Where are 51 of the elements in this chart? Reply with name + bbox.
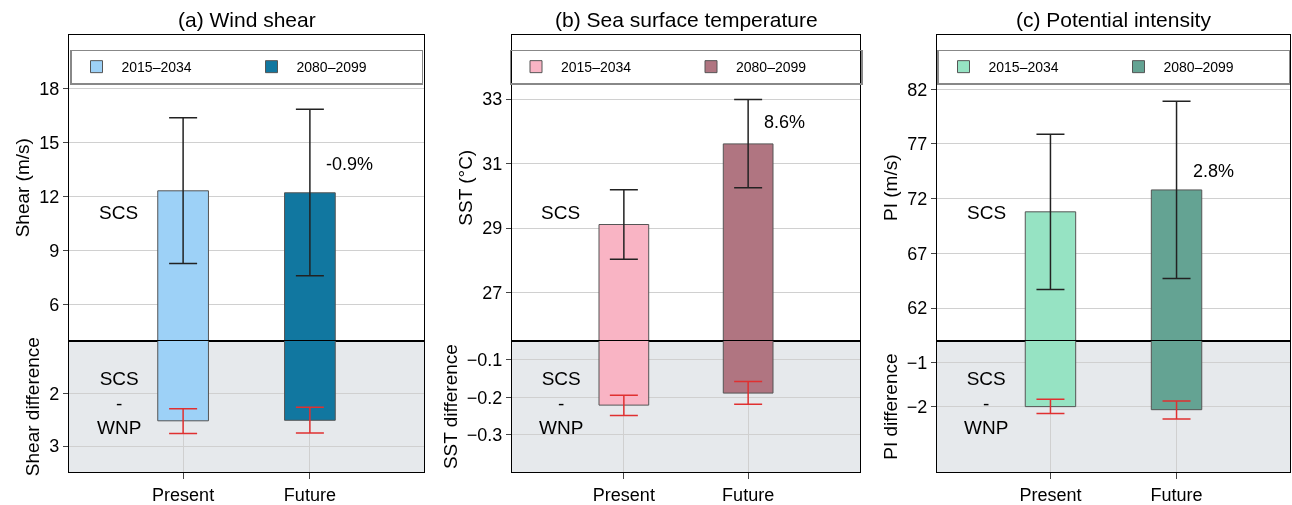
x-tick-label: Future [722, 485, 775, 505]
annotation: -0.9% [326, 154, 374, 174]
y-tick-label: 82 [907, 79, 928, 100]
y-axis-title: SST (°C) [455, 149, 477, 226]
y-tick-label: 77 [907, 134, 928, 155]
legend-label: 2015–2034 [121, 59, 192, 76]
y-tick-label: 18 [39, 78, 60, 99]
x-tick-label: Future [1150, 485, 1203, 505]
chart-title: (c) Potential intensity [1016, 8, 1212, 31]
y-axis-title: Shear (m/s) [12, 138, 34, 238]
annotation: SCS - WNP [97, 368, 142, 439]
y-tick-label: −2 [906, 396, 928, 417]
x-tick-label: Present [1019, 485, 1082, 505]
y-tick-label: −0.1 [466, 349, 503, 370]
y-tick-label: −0.3 [466, 425, 503, 446]
y-tick-label: 9 [49, 241, 60, 262]
y-tick-label: 6 [49, 295, 60, 316]
y-tick-label: −1 [906, 353, 928, 374]
y-tick-label: 33 [482, 89, 503, 110]
chart-title: (a) Wind shear [178, 8, 316, 31]
y-tick-label: 62 [907, 298, 928, 319]
annotation: SCS [967, 202, 1007, 223]
y-tick-label: 15 [39, 132, 60, 153]
annotation: 2.8% [1193, 161, 1235, 181]
x-tick-label: Present [592, 485, 655, 505]
y-axis-title: PI (m/s) [880, 154, 902, 221]
y-tick-label: 31 [482, 153, 503, 174]
y-axis-title: PI difference [879, 353, 901, 460]
y-tick-label: 29 [482, 218, 503, 239]
annotation: 8.6% [764, 112, 806, 132]
y-tick-label: 12 [39, 187, 60, 208]
y-tick-label: 67 [907, 243, 928, 264]
y-tick-label: 3 [49, 436, 60, 457]
legend-label: 2080–2099 [1163, 59, 1234, 76]
y-axis-title: Shear difference [22, 337, 44, 477]
x-tick-label: Present [152, 485, 215, 505]
y-axis-title: SST difference [439, 344, 461, 470]
legend-label: 2080–2099 [296, 59, 367, 76]
x-tick-label: Future [283, 485, 336, 505]
y-tick-label: 72 [907, 188, 928, 209]
annotation: SCS - WNP [964, 368, 1009, 439]
legend-label: 2015–2034 [561, 59, 632, 76]
annotation: SCS [541, 202, 581, 223]
chart-title: (b) Sea surface temperature [555, 8, 818, 31]
annotation: SCS - WNP [539, 368, 584, 439]
y-tick-label: 2 [49, 383, 60, 404]
legend-label: 2080–2099 [736, 59, 807, 76]
annotation: SCS [99, 202, 139, 223]
y-tick-label: −0.2 [466, 387, 503, 408]
y-tick-label: 27 [482, 282, 503, 303]
legend-label: 2015–2034 [988, 59, 1059, 76]
